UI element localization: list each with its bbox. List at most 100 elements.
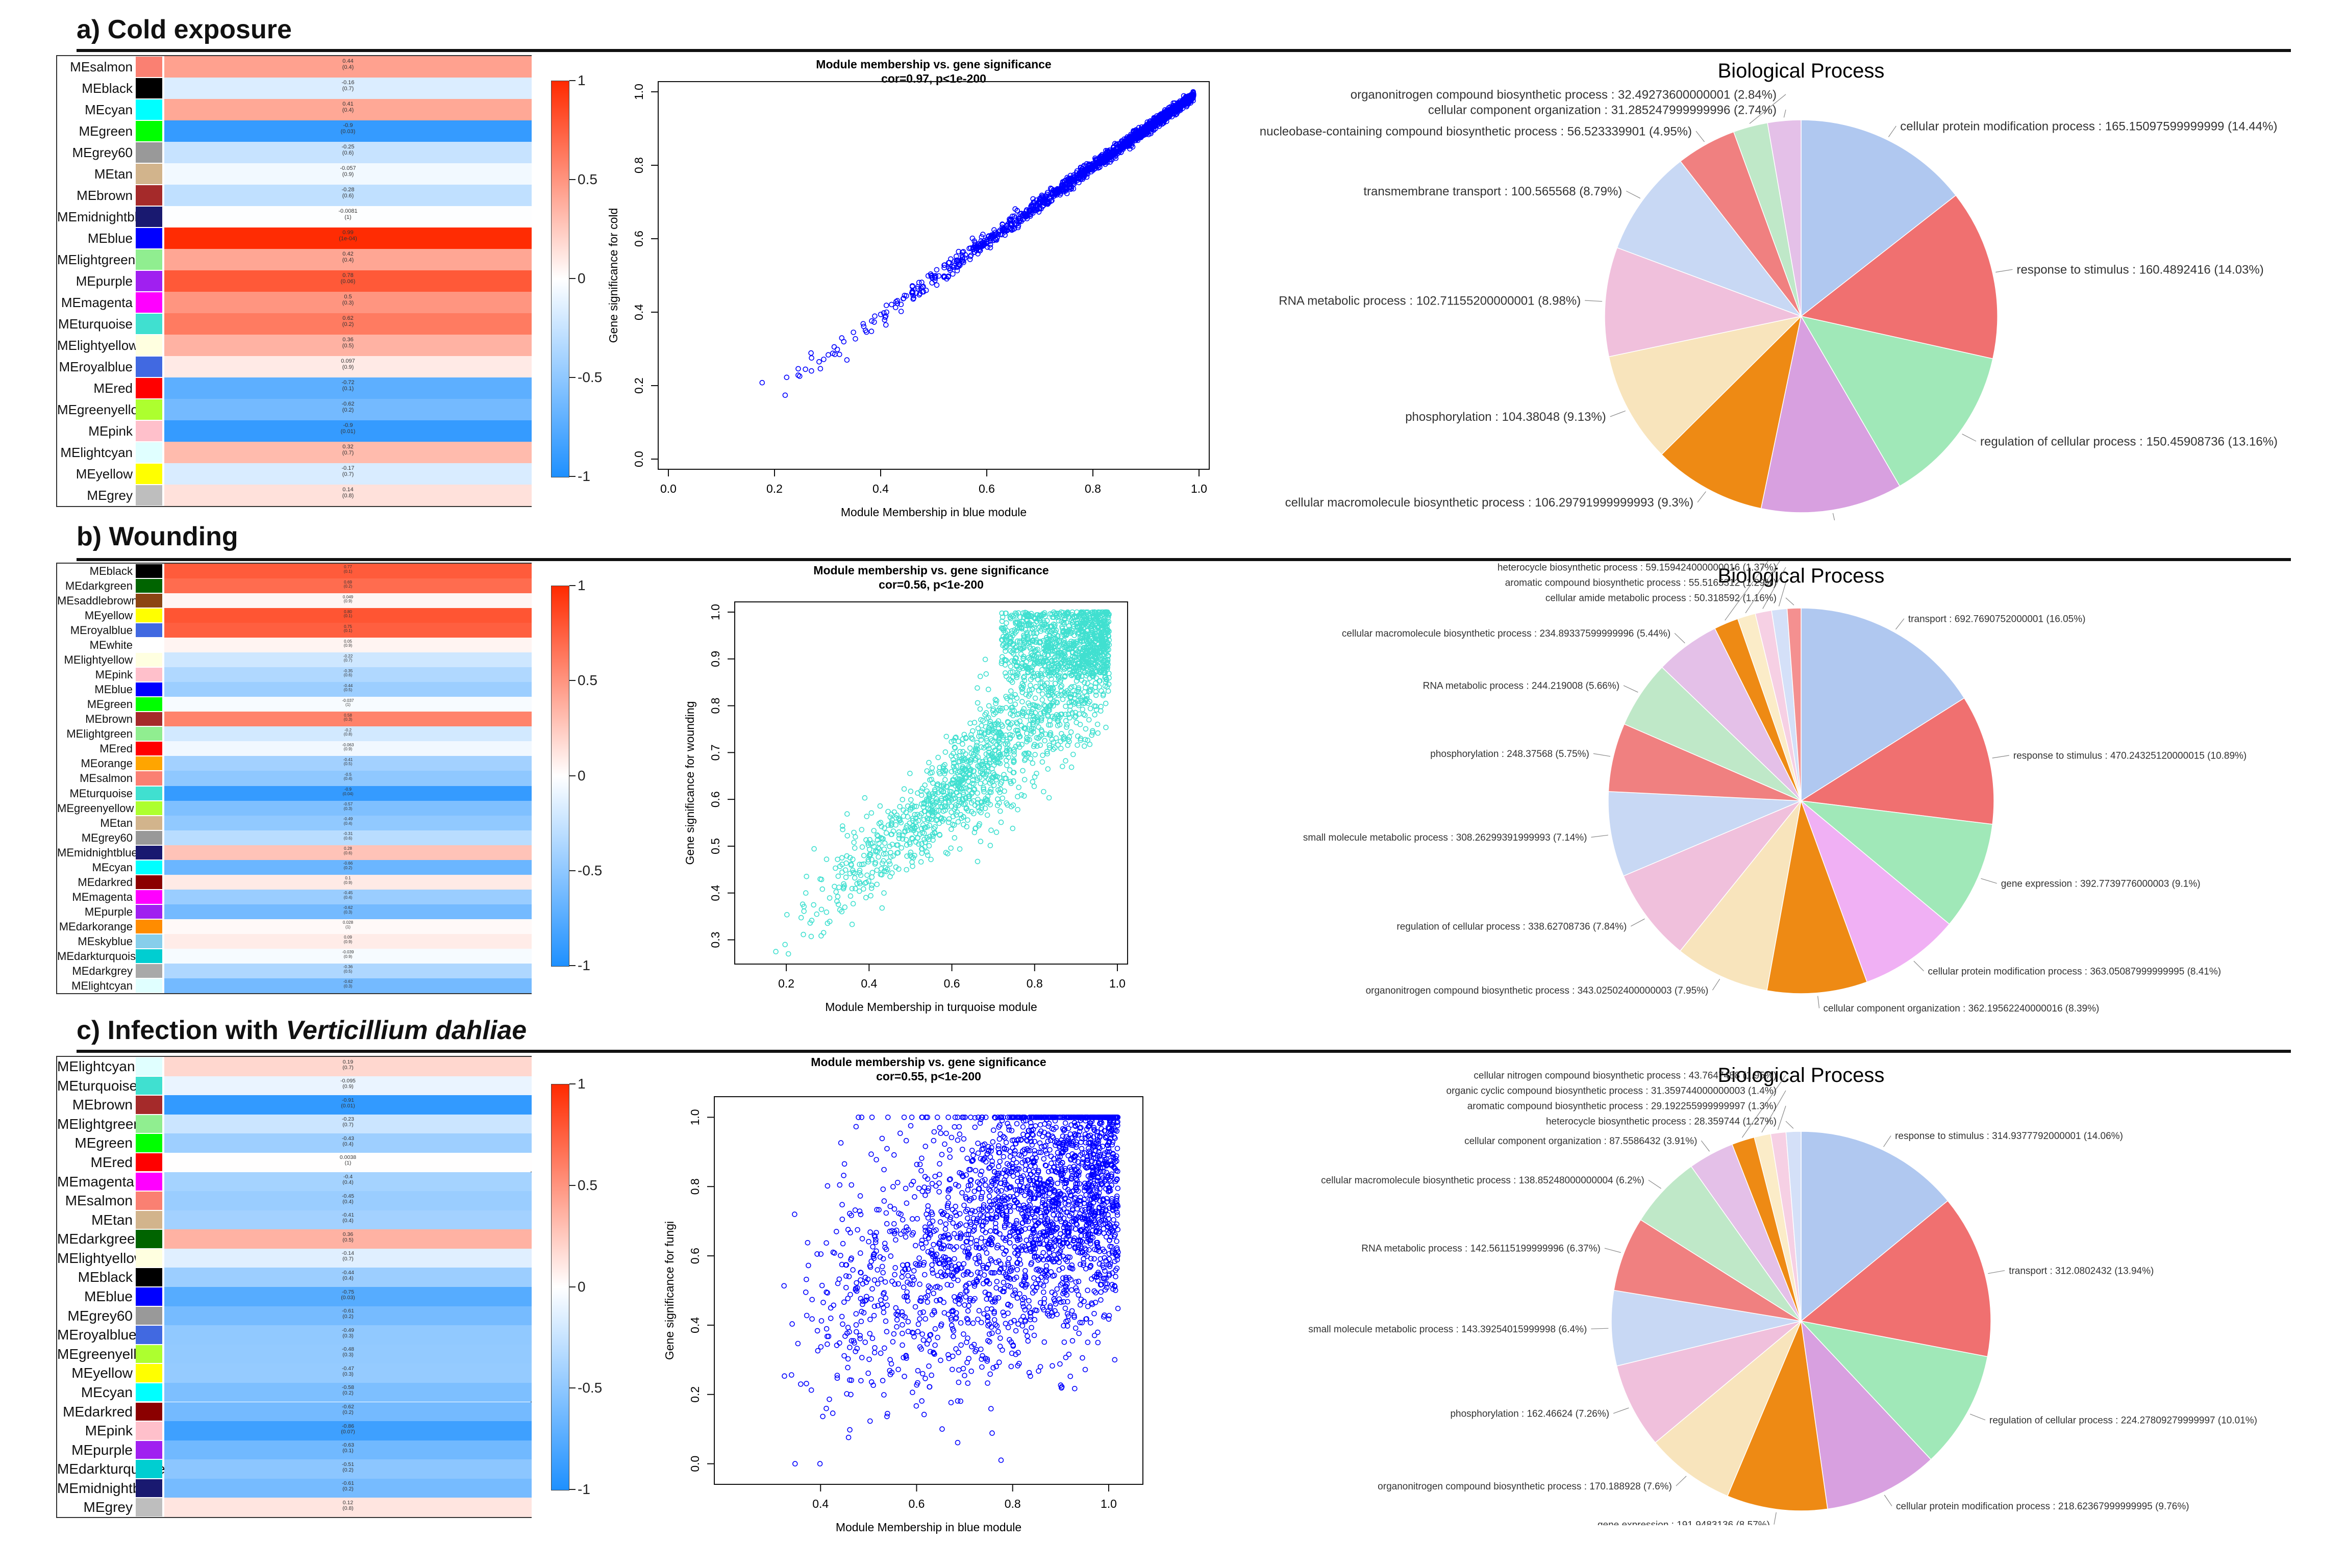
p-value: (0.07) <box>164 1429 532 1435</box>
module-color-swatch <box>136 712 162 726</box>
data-point <box>899 846 904 850</box>
module-label: MEcyan <box>57 1383 133 1402</box>
colorbar-tick <box>569 775 576 776</box>
data-point <box>1020 699 1025 704</box>
correlation-cell: -0.48(0.3) <box>164 1345 532 1364</box>
p-value: (0.7) <box>164 659 532 663</box>
data-point <box>1000 796 1005 800</box>
module-label: MEturquoise <box>57 1076 133 1096</box>
p-value: (0.4) <box>164 108 532 114</box>
data-point <box>1077 1331 1081 1336</box>
data-point <box>1036 725 1041 729</box>
data-point <box>1015 794 1020 799</box>
data-point <box>1033 752 1037 757</box>
module-label: MEyellow <box>57 608 133 623</box>
module-color-swatch <box>136 1153 162 1172</box>
module-label: MEsalmon <box>57 56 133 78</box>
data-point <box>1078 722 1083 727</box>
colorbar-tick <box>569 1185 576 1186</box>
data-point <box>796 366 801 371</box>
data-point <box>988 245 993 250</box>
title-species: Verticillium dahliae <box>286 1016 527 1045</box>
data-point <box>821 930 826 935</box>
correlation-cell: 0.028(1) <box>164 919 532 934</box>
data-point <box>943 1227 948 1231</box>
correlation-cell: 0.09(0.9) <box>164 934 532 949</box>
correlation-cell: -0.49(0.4) <box>164 816 532 830</box>
y-tick-label: 0.8 <box>688 1178 702 1195</box>
y-tick-label: 0.3 <box>709 931 722 948</box>
correlation-cell: 0.99(1e-04) <box>164 227 532 249</box>
data-point <box>1053 681 1058 686</box>
data-point <box>869 329 874 334</box>
data-point <box>821 357 826 362</box>
correlation-cell: 0.0038(1) <box>164 1153 532 1172</box>
correlation-cell: 0.80(0.1) <box>164 608 532 623</box>
module-label: MEroyalblue <box>57 356 133 377</box>
data-point <box>931 1139 936 1143</box>
data-point <box>908 771 912 776</box>
module-color-swatch <box>136 846 162 859</box>
correlation-cell: 0.049(0.9) <box>164 593 532 608</box>
data-point <box>1060 764 1065 769</box>
module-label: MEpink <box>57 420 133 442</box>
data-point <box>1080 707 1085 712</box>
data-point <box>868 1317 872 1322</box>
correlation-cell: -0.45(0.4) <box>164 1191 532 1210</box>
y-tick-label: 1.0 <box>632 84 645 100</box>
data-point <box>988 1372 992 1376</box>
data-point <box>782 1283 786 1288</box>
correlation-cell: -0.47(0.3) <box>164 1363 532 1383</box>
data-point <box>1040 760 1044 764</box>
module-label: MEred <box>57 741 133 756</box>
module-color-swatch <box>136 609 162 622</box>
module-color-swatch <box>136 1268 162 1286</box>
p-value: (0.4) <box>164 1180 532 1185</box>
correlation-cell: -0.9(0.04) <box>164 786 532 801</box>
module-label: MEskyblue <box>57 934 133 949</box>
colorbar-tick <box>569 680 576 681</box>
correlation-cell: -0.0081(1) <box>164 206 532 227</box>
data-point <box>887 859 891 864</box>
correlation-value: 0.42 <box>164 251 532 258</box>
x-axis-label: Module Membership in turquoise module <box>825 1000 1037 1014</box>
data-point <box>802 909 806 914</box>
data-point <box>860 845 865 849</box>
module-label: MEtan <box>57 816 133 830</box>
data-point <box>972 720 977 725</box>
data-point <box>842 1161 847 1166</box>
data-point <box>1050 1363 1055 1368</box>
data-point <box>978 781 983 786</box>
correlation-cell: 0.69(0.2) <box>164 578 532 593</box>
colorbar-tick-label: 0.5 <box>578 1177 597 1194</box>
data-point <box>888 862 892 867</box>
data-point <box>952 836 957 840</box>
data-point <box>968 746 972 750</box>
module-color-swatch <box>136 638 162 652</box>
data-point <box>844 875 848 879</box>
data-point <box>844 861 848 866</box>
p-value: (0.3) <box>164 911 532 915</box>
module-color-swatch <box>136 964 162 978</box>
data-point <box>831 1303 836 1307</box>
correlation-cell: -0.62(0.3) <box>164 904 532 919</box>
data-point <box>929 857 933 862</box>
y-tick-label: 0.9 <box>709 651 722 667</box>
y-tick-label: 0.6 <box>709 791 722 807</box>
data-point <box>853 846 857 850</box>
p-value: (0.6) <box>164 851 532 856</box>
scatter-subtitle: cor=0.56, p<1e-200 <box>879 578 984 591</box>
correlation-cell: -0.35(0.6) <box>164 667 532 682</box>
module-label: MElightcyan <box>57 978 133 993</box>
data-point <box>862 853 866 858</box>
y-tick-label: 0.6 <box>688 1248 702 1264</box>
data-point <box>875 1268 880 1272</box>
p-value: (0.8) <box>164 493 532 499</box>
correlation-value: 0.62 <box>164 316 532 322</box>
module-color-swatch <box>136 682 162 696</box>
data-point <box>1085 681 1090 686</box>
data-point <box>786 952 791 956</box>
module-label: MEgrey60 <box>57 142 133 163</box>
module-label: MEsalmon <box>57 1191 133 1210</box>
data-point <box>1009 689 1013 693</box>
